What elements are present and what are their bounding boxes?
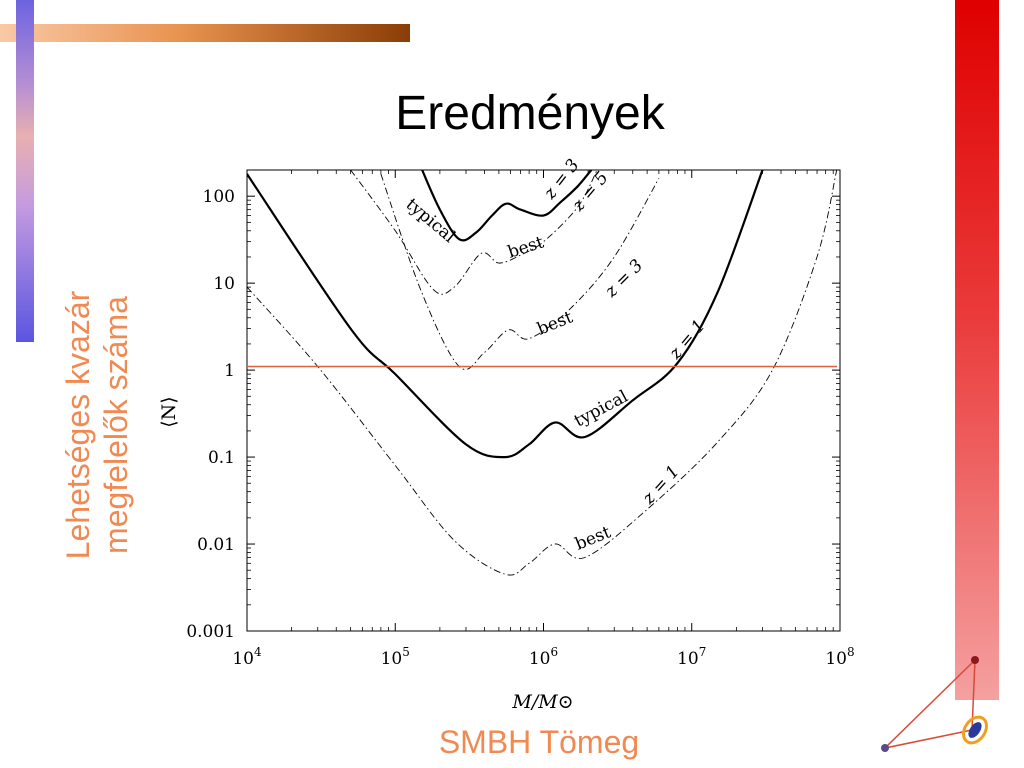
x-tick-label: 105 bbox=[381, 645, 410, 669]
curve-label: typical bbox=[402, 195, 459, 248]
left-accent-bar bbox=[16, 0, 34, 342]
x-tick-label: 106 bbox=[529, 645, 558, 669]
curves-layer bbox=[247, 170, 838, 576]
series-curve-best-z-5 bbox=[350, 170, 598, 295]
curve-label: z = 1 bbox=[638, 462, 684, 509]
x-tick-label: 108 bbox=[825, 645, 854, 669]
y-tick-label: 10 bbox=[213, 274, 235, 294]
series-curve-best-z-3 bbox=[380, 173, 660, 370]
right-accent-bar bbox=[955, 0, 999, 700]
series-curve-typical-z-3 bbox=[420, 170, 593, 242]
x-tick-label: 107 bbox=[677, 645, 706, 669]
curve-label: best bbox=[534, 307, 575, 339]
x-axis-label: M/M⊙ bbox=[511, 691, 573, 713]
x-axis-label-hungarian: SMBH Tömeg bbox=[438, 724, 640, 760]
y-tick-label: 0.01 bbox=[197, 535, 235, 555]
triangle-orbit-icon bbox=[881, 656, 988, 752]
y-tick-label: 100 bbox=[203, 187, 235, 207]
y-tick-label: 0.1 bbox=[208, 448, 235, 468]
curve-label: best bbox=[505, 232, 546, 262]
plot-frame bbox=[246, 169, 841, 632]
ticks-layer: 104 105 106 107 108 0.001 0.01 0.1 1 10 100 bbox=[186, 169, 855, 669]
curve-label: typical bbox=[571, 387, 631, 432]
x-tick-label: 104 bbox=[232, 645, 262, 669]
series-curve-best-z-1 bbox=[247, 170, 838, 576]
y-tick-label: 0.001 bbox=[186, 622, 235, 642]
slide-title: Eredmények bbox=[395, 87, 665, 140]
curve-label: best bbox=[572, 522, 613, 554]
y-axis-label: ⟨N⟩ bbox=[158, 396, 180, 427]
series-curve-typical-z-1 bbox=[247, 170, 764, 459]
top-accent-bar bbox=[0, 24, 410, 42]
y-tick-label: 1 bbox=[224, 361, 235, 381]
curve-label: z = 3 bbox=[601, 256, 648, 303]
